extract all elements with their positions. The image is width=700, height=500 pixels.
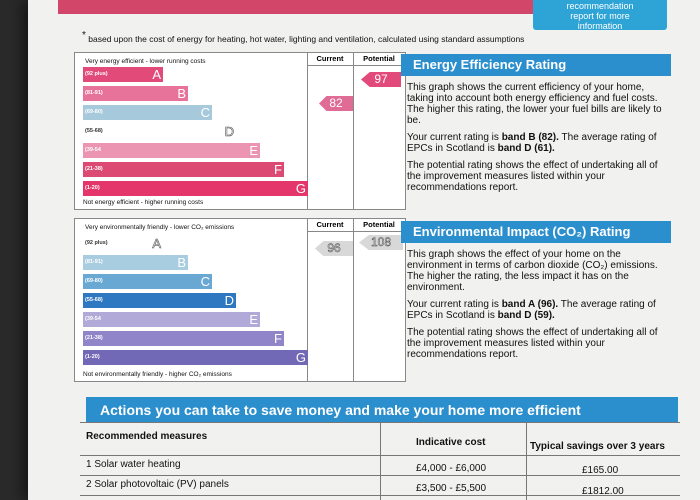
band-letter: A: [152, 236, 161, 252]
rating-band-g: (1-20) G: [83, 181, 308, 196]
panel-paragraph: The potential rating shows the effect of…: [407, 160, 658, 193]
panel-paragraph: The potential rating shows the effect of…: [407, 327, 658, 360]
measure-savings: £165.00: [582, 465, 619, 476]
rating-band-d: (55-68) D: [83, 293, 236, 308]
current-rating-arrow: 96: [315, 241, 353, 256]
chart-top-caption: Very energy efficient - lower running co…: [85, 58, 206, 65]
rating-band-a: (92 plus) A: [83, 236, 163, 251]
rating-band-b: (81-91) B: [83, 255, 188, 270]
band-letter: F: [274, 162, 282, 177]
cost-note: * based upon the cost of energy for heat…: [82, 30, 642, 44]
rating-band-e: (39-54 E: [83, 143, 260, 158]
rating-band-e: (39-54 E: [83, 312, 260, 327]
actions-title: Actions you can take to save money and m…: [86, 397, 678, 423]
panel-paragraph: This graph shows the effect of your home…: [407, 249, 658, 293]
band-range: (21-38): [85, 335, 103, 341]
band-range: (21-38): [85, 166, 103, 172]
rating-band-g: (1-20) G: [83, 350, 308, 365]
band-letter: E: [249, 312, 258, 327]
chart-top-caption: Very environmentally friendly - lower CO…: [85, 224, 235, 231]
rating-band-a: (92 plus) A: [83, 67, 163, 82]
cost-header: Indicative cost: [416, 437, 486, 448]
chart-bottom-caption: Not environmentally friendly - higher CO…: [83, 371, 232, 378]
band-range: (92 plus): [85, 71, 108, 77]
band-letter: D: [224, 124, 234, 140]
band-range: (1-20): [85, 354, 100, 360]
potential-column-header: Potential: [363, 220, 395, 229]
info-line: information: [577, 21, 623, 31]
band-letter: F: [274, 331, 282, 346]
panel-title: Environmental Impact (CO₂) Rating: [401, 221, 671, 243]
rating-band-f: (21-38) F: [83, 331, 284, 346]
energy-efficiency-chart: Very energy efficient - lower running co…: [74, 52, 406, 210]
panel-paragraph: This graph shows the current efficiency …: [407, 82, 662, 126]
measure-name: 1 Solar water heating: [86, 459, 181, 470]
measure-savings: £1812.00: [582, 486, 624, 497]
potential-rating-arrow: 97: [361, 72, 401, 87]
band-letter: G: [295, 181, 306, 196]
current-rating-arrow: 82: [319, 96, 353, 111]
rating-band-b: (81-91) B: [83, 86, 188, 101]
rating-band-d: (55-68) D: [83, 124, 236, 139]
panel-title: Energy Efficiency Rating: [401, 54, 671, 76]
recommended-measures-table: Recommended measures Indicative cost Typ…: [80, 422, 680, 500]
savings-header: Typical savings over 3 years: [530, 441, 665, 452]
info-box: recommendation report for more informati…: [533, 0, 667, 31]
band-range: (39-54: [85, 147, 101, 153]
energy-efficiency-panel: Energy Efficiency Rating This graph show…: [401, 54, 671, 193]
measure-name: 2 Solar photovoltaic (PV) panels: [86, 479, 229, 490]
measure-cost: £3,500 - £5,500: [416, 483, 487, 494]
cost-note-text: based upon the cost of energy for heatin…: [88, 33, 525, 44]
panel-paragraph: Your current rating is band A (96). The …: [407, 299, 656, 321]
measure-cost: £4,000 - £6,000: [416, 463, 487, 474]
potential-rating-arrow: 108: [359, 235, 403, 250]
environmental-impact-panel: Environmental Impact (CO₂) Rating This g…: [401, 221, 671, 360]
band-range: (55-68): [85, 297, 103, 303]
current-column-header: Current: [316, 54, 344, 63]
rating-band-c: (69-80) C: [83, 274, 212, 289]
band-letter: E: [249, 143, 258, 158]
band-letter: C: [200, 105, 210, 120]
panel-paragraph: Your current rating is band B (82). The …: [407, 132, 657, 154]
environmental-impact-chart: Very environmentally friendly - lower CO…: [74, 218, 406, 382]
band-letter: B: [177, 255, 186, 270]
band-range: (55-68): [85, 128, 103, 134]
band-range: (69-80): [85, 109, 103, 115]
band-range: (92 plus): [85, 240, 108, 246]
band-range: (81-91): [85, 90, 103, 96]
band-letter: B: [177, 86, 186, 101]
info-line: recommendation: [566, 1, 634, 11]
asterisk: *: [82, 30, 86, 41]
band-letter: D: [224, 293, 234, 308]
chart-bottom-caption: Not energy efficient - higher running co…: [83, 199, 204, 206]
band-range: (69-80): [85, 278, 103, 284]
band-letter: C: [200, 274, 210, 289]
potential-column-header: Potential: [363, 54, 395, 63]
band-range: (81-91): [85, 259, 103, 265]
epc-document-page: recommendation report for more informati…: [28, 0, 700, 500]
info-line: report for more: [570, 11, 630, 21]
band-letter: A: [152, 67, 161, 82]
measures-header: Recommended measures: [86, 431, 208, 442]
header-band: [58, 0, 558, 14]
rating-band-c: (69-80) C: [83, 105, 212, 120]
band-range: (39-54: [85, 316, 101, 322]
band-range: (1-20): [85, 185, 100, 191]
band-letter: G: [295, 350, 306, 365]
current-column-header: Current: [316, 220, 344, 229]
rating-band-f: (21-38) F: [83, 162, 284, 177]
